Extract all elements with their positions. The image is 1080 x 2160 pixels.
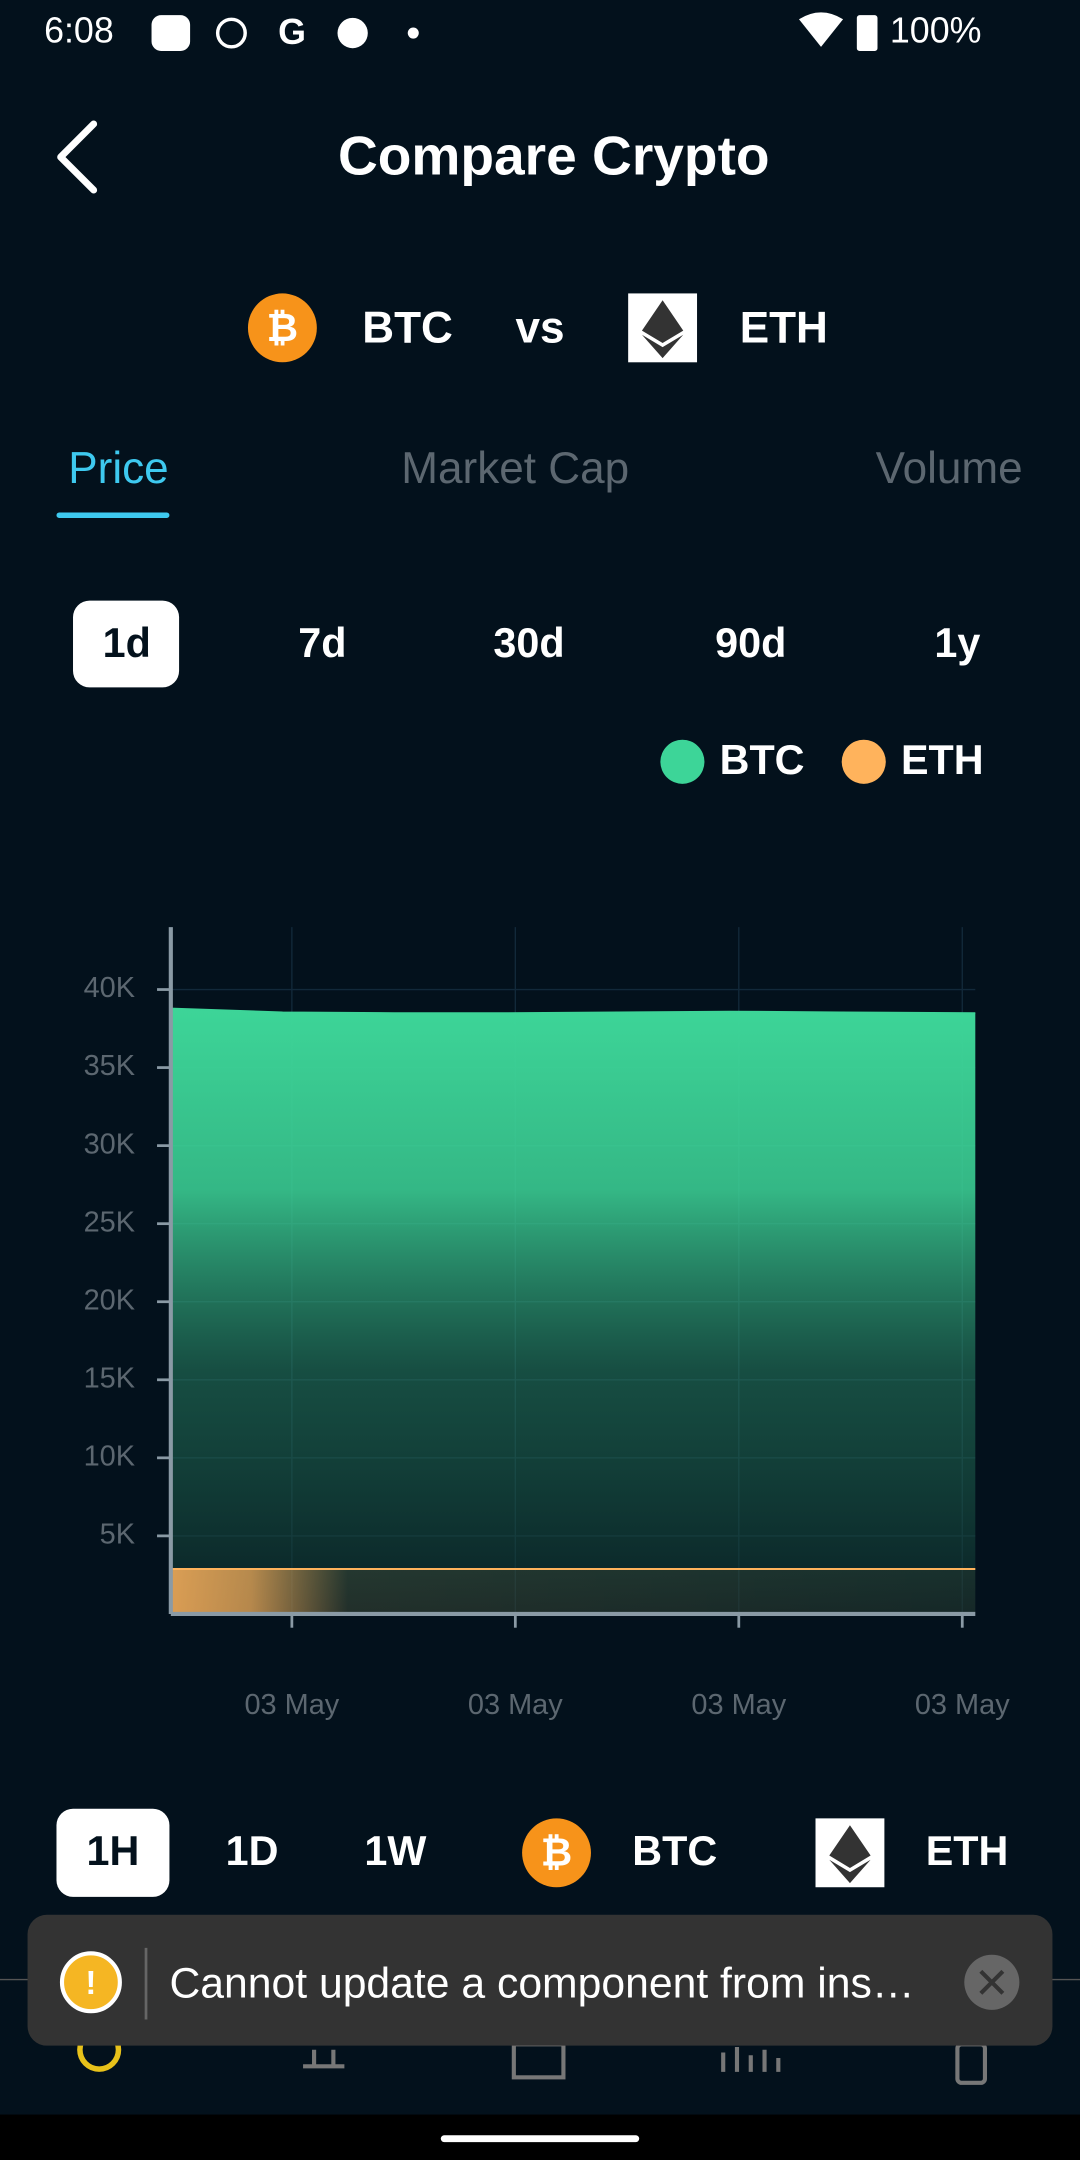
range-option[interactable]: 30d (493, 620, 564, 666)
interval-option[interactable]: 1W (364, 1828, 426, 1874)
y-tick-label: 5K (100, 1519, 135, 1551)
y-tick-label: 40K (84, 972, 135, 1004)
coin-option[interactable]: BTC (632, 1828, 717, 1874)
warning-symbol: ! (85, 1965, 96, 2002)
range-option[interactable]: 90d (715, 620, 786, 666)
back-button[interactable] (57, 120, 98, 194)
status-icon (151, 15, 191, 51)
status-icon (215, 17, 247, 49)
coin-option[interactable]: ETH (926, 1828, 1009, 1874)
status-battery: 100% (890, 11, 982, 51)
line (170, 1007, 976, 1014)
range-option[interactable]: 1y (934, 620, 980, 666)
legend-label: ETH (901, 737, 984, 783)
tab[interactable]: Price (68, 444, 168, 493)
range-selected[interactable] (73, 600, 180, 688)
interval-option[interactable]: 1H (87, 1828, 140, 1874)
y-tick-label: 20K (84, 1284, 135, 1316)
tab-indicator (56, 512, 170, 518)
status-icon (407, 27, 419, 39)
btc-icon (247, 293, 317, 363)
btc-symbol: ₿ (267, 307, 298, 350)
btc-icon (522, 1818, 591, 1888)
x-tick-label: 03 May (691, 1689, 786, 1721)
legend-label: BTC (720, 737, 805, 783)
chart: 5K 10K 15K 20K 25K 30K 35K 40K 03 May 03 May 03 Ma… (84, 737, 1011, 1721)
legend-swatch (660, 739, 705, 784)
range-option[interactable]: 7d (298, 620, 346, 666)
nav-icon[interactable] (303, 2049, 345, 2069)
x-tick-label: 03 May (468, 1689, 563, 1721)
area (170, 1008, 976, 1614)
pair-right: ETH (740, 303, 828, 352)
home-indicator[interactable] (440, 2135, 640, 2143)
btc-symbol: ₿ (541, 1832, 572, 1875)
battery-icon (856, 15, 878, 51)
wifi-icon (798, 12, 844, 47)
page-title: Compare Crypto (338, 124, 770, 186)
y-tick-label: 35K (84, 1050, 135, 1082)
warning-icon (59, 1951, 122, 2014)
legend-swatch (841, 739, 886, 784)
status-icon: G (278, 12, 306, 52)
toast-close-icon (979, 1969, 1005, 1995)
status-icon (337, 17, 368, 49)
status-time: 6:08 (44, 11, 114, 51)
area (170, 1568, 976, 1614)
eth-symbol (829, 1825, 871, 1884)
interval-option[interactable]: 1D (226, 1828, 279, 1874)
x-tick-label: 03 May (915, 1689, 1010, 1721)
y-tick-label: 15K (84, 1362, 135, 1394)
nav-icon[interactable] (721, 2047, 781, 2072)
range-option[interactable]: 1d (103, 620, 151, 666)
toast (27, 1914, 1053, 2046)
y-tick-label: 30K (84, 1128, 135, 1160)
tab[interactable]: Market Cap (401, 444, 629, 493)
toast-message: Cannot update a component from ins… (169, 1960, 914, 2008)
y-tick-label: 10K (84, 1440, 135, 1472)
interval-selected[interactable] (56, 1808, 170, 1897)
x-tick-label: 03 May (244, 1689, 339, 1721)
eth-symbol (641, 300, 684, 359)
y-tick-label: 25K (84, 1206, 135, 1238)
tab[interactable]: Volume (876, 444, 1023, 493)
pair-vs: vs (515, 303, 564, 352)
pair-left: BTC (362, 303, 453, 352)
